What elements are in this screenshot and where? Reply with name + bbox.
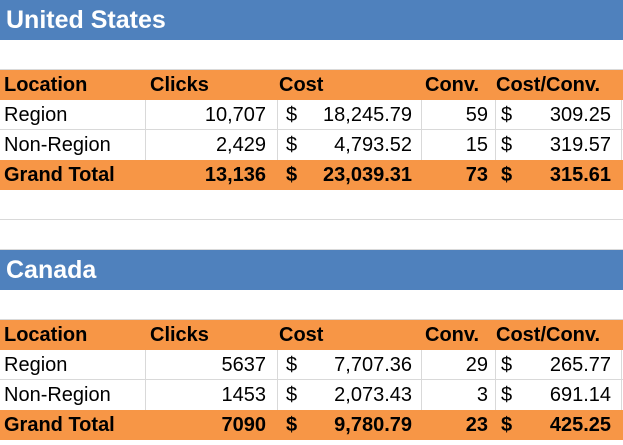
currency-symbol: $ <box>286 354 298 376</box>
header-row[interactable]: Location Clicks Cost Conv. Cost/Conv. <box>0 70 623 100</box>
cost-cell: 7,707.36 <box>334 354 412 376</box>
header-conv: Conv. <box>425 324 480 346</box>
currency-symbol: $ <box>501 414 513 436</box>
header-clicks: Clicks <box>150 324 209 346</box>
gridline <box>0 379 623 380</box>
gridline <box>0 319 623 320</box>
header-conv: Conv. <box>425 74 480 96</box>
table-row[interactable]: Region 10,707 $ 18,245.79 59 $ 309.25 <box>0 100 623 130</box>
total-label: Grand Total <box>4 164 115 186</box>
gridline <box>0 249 623 250</box>
blank-row[interactable] <box>0 290 623 320</box>
total-label: Grand Total <box>4 414 115 436</box>
section-title: United States <box>6 5 166 34</box>
header-cost: Cost <box>279 74 324 96</box>
grand-total-row[interactable]: Grand Total 7090 $ 9,780.79 23 $ 425.25 <box>0 410 623 440</box>
location-cell: Non-Region <box>4 384 111 406</box>
currency-symbol: $ <box>286 164 298 186</box>
currency-symbol: $ <box>286 134 298 156</box>
table-row[interactable]: Non-Region 1453 $ 2,073.43 3 $ 691.14 <box>0 380 623 410</box>
gridline <box>0 219 623 220</box>
conv-cell: 3 <box>476 384 488 406</box>
blank-row[interactable] <box>0 190 623 220</box>
header-location: Location <box>4 74 88 96</box>
clicks-cell: 2,429 <box>215 134 266 156</box>
section-title-row[interactable]: Canada <box>0 250 623 290</box>
total-cost: 23,039.31 <box>323 164 412 186</box>
currency-symbol: $ <box>286 414 298 436</box>
blank-row[interactable] <box>0 220 623 250</box>
total-clicks: 13,136 <box>204 164 266 186</box>
clicks-cell: 5637 <box>221 354 267 376</box>
currency-symbol: $ <box>501 384 513 406</box>
cost-per-conv-cell: 265.77 <box>549 354 611 376</box>
currency-symbol: $ <box>501 354 513 376</box>
total-cost-per-conv: 315.61 <box>549 164 611 186</box>
section-title: Canada <box>6 255 97 284</box>
cost-per-conv-cell: 319.57 <box>549 134 611 156</box>
clicks-cell: 10,707 <box>204 104 266 126</box>
currency-symbol: $ <box>501 164 513 186</box>
cost-cell: 2,073.43 <box>334 384 412 406</box>
total-conv: 23 <box>465 414 488 436</box>
currency-symbol: $ <box>286 104 298 126</box>
header-location: Location <box>4 324 88 346</box>
header-cost: Cost <box>279 324 324 346</box>
section-title-row[interactable]: United States <box>0 0 623 40</box>
conv-cell: 29 <box>465 354 488 376</box>
header-row[interactable]: Location Clicks Cost Conv. Cost/Conv. <box>0 320 623 350</box>
cost-cell: 4,793.52 <box>334 134 412 156</box>
cost-cell: 18,245.79 <box>323 104 412 126</box>
currency-symbol: $ <box>501 104 513 126</box>
total-conv: 73 <box>465 164 488 186</box>
header-cost-per-conv: Cost/Conv. <box>496 74 601 96</box>
total-clicks: 7090 <box>221 414 267 436</box>
location-cell: Region <box>4 354 68 376</box>
conv-cell: 15 <box>465 134 488 156</box>
conv-cell: 59 <box>465 104 488 126</box>
cost-per-conv-cell: 691.14 <box>549 384 611 406</box>
blank-row[interactable] <box>0 40 623 70</box>
header-clicks: Clicks <box>150 74 209 96</box>
blank-row[interactable] <box>0 440 623 445</box>
table-row[interactable]: Non-Region 2,429 $ 4,793.52 15 $ 319.57 <box>0 130 623 160</box>
location-cell: Region <box>4 104 68 126</box>
gridline <box>0 69 623 70</box>
currency-symbol: $ <box>286 384 298 406</box>
gridline <box>0 129 623 130</box>
grand-total-row[interactable]: Grand Total 13,136 $ 23,039.31 73 $ 315.… <box>0 160 623 190</box>
currency-symbol: $ <box>501 134 513 156</box>
header-cost-per-conv: Cost/Conv. <box>496 324 601 346</box>
total-cost-per-conv: 425.25 <box>549 414 611 436</box>
total-cost: 9,780.79 <box>334 414 412 436</box>
clicks-cell: 1453 <box>221 384 267 406</box>
location-cell: Non-Region <box>4 134 111 156</box>
cost-per-conv-cell: 309.25 <box>549 104 611 126</box>
table-row[interactable]: Region 5637 $ 7,707.36 29 $ 265.77 <box>0 350 623 380</box>
